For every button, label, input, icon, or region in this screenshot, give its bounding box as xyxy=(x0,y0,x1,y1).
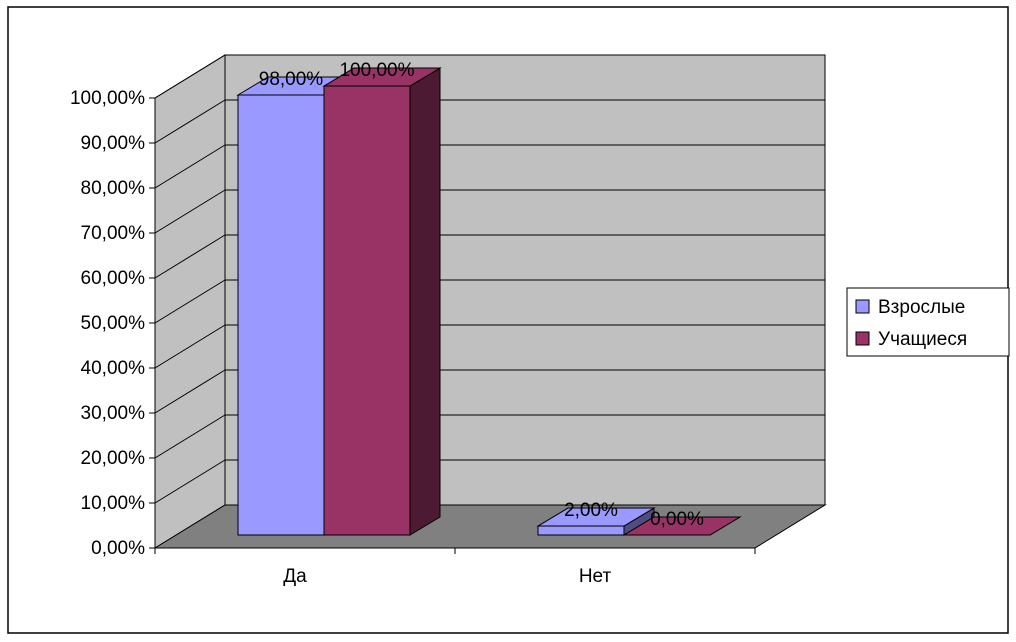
bar-front xyxy=(323,85,411,536)
data-label: 2,00% xyxy=(564,500,618,521)
y-tick-label: 90,00% xyxy=(81,133,146,154)
bars xyxy=(236,67,742,536)
bar-front xyxy=(237,94,325,536)
gridline-side xyxy=(154,459,226,504)
x-tick-label: Нет xyxy=(579,566,612,587)
legend-label: Учащиеся xyxy=(878,329,967,350)
legend: Взрослые Учащиеся xyxy=(846,287,1010,357)
bar-side xyxy=(409,67,441,536)
x-tick-label: Да xyxy=(283,566,307,587)
legend-swatch xyxy=(855,331,870,346)
y-axis: 0,00% 10,00% 20,00% 30,00% 40,00% 50,00% 60,00… xyxy=(70,88,156,559)
y-tick-label: 80,00% xyxy=(81,178,146,199)
legend-label: Взрослые xyxy=(878,297,965,318)
data-label: 100,00% xyxy=(339,60,414,81)
data-labels: 98,00% 100,00% 2,00% 0,00% xyxy=(259,60,704,530)
y-tick-label: 30,00% xyxy=(81,403,146,424)
y-tick-label: 70,00% xyxy=(81,223,146,244)
gridline-side xyxy=(154,324,226,369)
gridline-side xyxy=(154,234,226,279)
gridline-side xyxy=(154,144,226,189)
bar-top xyxy=(536,507,656,527)
y-tick-label: 0,00% xyxy=(91,538,145,559)
bar-top xyxy=(622,516,742,536)
y-tick-label: 40,00% xyxy=(81,358,146,379)
gridline-side xyxy=(154,54,226,99)
y-tick-label: 50,00% xyxy=(81,313,146,334)
data-label: 0,00% xyxy=(650,509,704,530)
y-tick-label: 100,00% xyxy=(70,88,145,109)
bar-students-yes xyxy=(322,67,442,536)
data-label: 98,00% xyxy=(259,69,324,90)
y-tick-label: 10,00% xyxy=(81,493,146,514)
gridline-side xyxy=(154,189,226,234)
x-axis: Да Нет xyxy=(154,547,756,587)
gridline-side xyxy=(154,414,226,459)
y-tick-label: 20,00% xyxy=(81,448,146,469)
y-tick-label: 60,00% xyxy=(81,268,146,289)
gridline-side xyxy=(154,369,226,414)
bar-adults-no xyxy=(536,507,656,536)
legend-swatch xyxy=(855,299,870,314)
bar-front xyxy=(537,525,625,536)
bar-top xyxy=(322,67,442,87)
legend-box xyxy=(846,287,1010,357)
bar-students-no xyxy=(622,516,742,536)
gridline-side xyxy=(154,279,226,324)
gridline-side xyxy=(154,99,226,144)
